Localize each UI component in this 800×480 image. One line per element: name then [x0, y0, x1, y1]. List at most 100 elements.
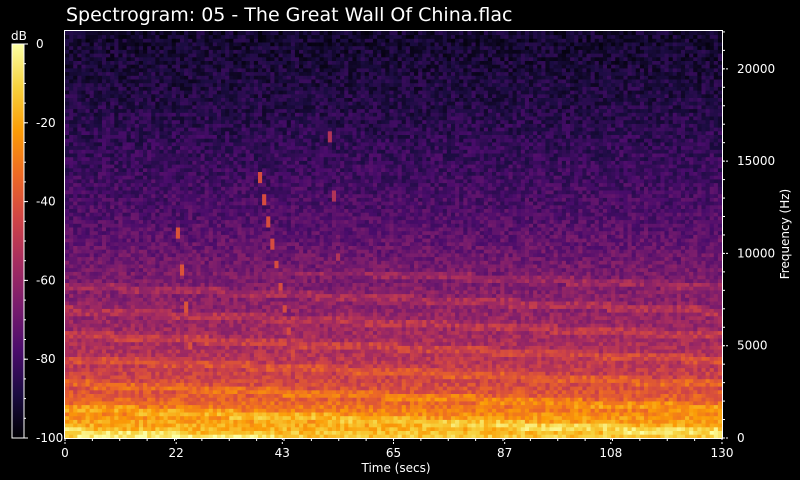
spectrogram-cell	[541, 393, 546, 398]
spectrogram-cell	[348, 327, 353, 332]
spectrogram-cell	[537, 386, 542, 391]
spectrogram-cell	[639, 389, 645, 394]
spectrogram-cell	[344, 434, 349, 439]
spectrogram-cell	[175, 408, 181, 413]
spectrogram-cell	[188, 389, 193, 394]
spectrogram-cell	[611, 345, 616, 350]
spectrogram-cell	[241, 389, 247, 394]
spectrogram-cell	[216, 434, 222, 439]
spectrogram-cell	[615, 360, 620, 365]
spectrogram-cell	[229, 330, 234, 335]
spectrogram-cell	[455, 423, 460, 428]
spectrogram-cell	[520, 419, 526, 424]
spectrogram-cell	[159, 393, 164, 398]
spectrogram-cell	[299, 375, 304, 380]
spectrogram-cell	[138, 330, 144, 335]
spectrogram-cell	[315, 349, 320, 354]
spectrogram-cell	[397, 401, 403, 406]
spectrogram-cell	[533, 426, 538, 431]
spectrogram-cell	[705, 341, 711, 346]
spectrogram-cell	[106, 404, 111, 409]
spectrogram-cell	[619, 415, 624, 420]
spectrogram-cell	[126, 419, 132, 424]
spectrogram-cell	[253, 360, 259, 365]
spectrogram-cell	[664, 401, 670, 406]
spectrogram-cell	[77, 341, 82, 346]
spectrogram-cell	[65, 323, 70, 328]
spectrogram-cell	[175, 434, 181, 439]
spectrogram-cell	[344, 412, 349, 417]
spectrogram-cell	[89, 426, 95, 431]
spectrogram-cell	[216, 397, 222, 402]
spectrogram-cell	[574, 375, 579, 380]
spectrogram-cell	[442, 397, 448, 402]
spectrogram-cell	[500, 419, 505, 424]
spectrogram-cell	[323, 323, 329, 328]
spectrogram-cell	[648, 430, 653, 435]
spectrogram-cell	[65, 334, 70, 339]
spectrogram-cell	[159, 319, 164, 324]
spectrogram-cell	[459, 423, 464, 428]
spectrogram-cell	[147, 393, 152, 398]
spectrogram-cell	[167, 415, 173, 420]
spectrogram-cell	[266, 404, 271, 409]
spectrogram-cell	[336, 386, 341, 391]
spectrogram-cell	[216, 382, 222, 387]
spectrogram-cell	[126, 349, 132, 354]
spectrogram-cell	[660, 360, 665, 365]
spectrogram-cell	[192, 338, 197, 343]
spectrogram-cell	[549, 323, 555, 328]
spectrogram-cell	[652, 352, 657, 357]
spectrogram-cell	[179, 393, 185, 398]
spectrogram-cell	[512, 323, 518, 328]
spectrogram-cell	[676, 345, 682, 350]
spectrogram-cell	[225, 404, 230, 409]
spectrogram-cell	[138, 352, 144, 357]
spectrogram-cell	[163, 341, 169, 346]
spectrogram-cell	[286, 415, 292, 420]
spectrogram-cell	[598, 393, 604, 398]
spectrogram-cell	[266, 415, 271, 420]
spectrogram-cell	[656, 389, 661, 394]
spectrogram-cell	[110, 371, 115, 376]
spectrogram-cell	[537, 412, 542, 417]
spectrogram-cell	[701, 434, 706, 439]
spectrogram-cell	[188, 386, 193, 391]
spectrogram-cell	[401, 367, 407, 372]
spectrogram-cell	[639, 378, 645, 383]
spectrogram-cell	[65, 319, 70, 324]
spectrogram-cell	[319, 419, 325, 424]
spectrogram-cell	[85, 330, 91, 335]
spectrogram-cell	[134, 371, 140, 376]
spectrogram-cell	[508, 423, 513, 428]
spectrogram-cell	[278, 360, 284, 365]
spectrogram-cell	[426, 323, 431, 328]
spectrogram-cell	[426, 341, 431, 346]
spectrogram-cell	[184, 408, 189, 413]
spectrogram-cell	[114, 430, 119, 435]
spectrogram-cell	[705, 364, 711, 369]
spectrogram-cell	[705, 426, 711, 431]
spectrogram-cell	[598, 371, 604, 376]
spectrogram-cell	[196, 415, 201, 420]
spectrogram-cell	[405, 430, 411, 435]
spectrogram-cell	[668, 434, 674, 439]
spectrogram-cell	[274, 430, 279, 435]
spectrogram-cell	[126, 356, 132, 361]
spectrogram-cell	[442, 389, 448, 394]
spectrogram-cell	[69, 430, 74, 435]
spectrogram-cell	[623, 371, 628, 376]
spectrogram-cell	[656, 426, 661, 431]
spectrogram-cell	[352, 419, 357, 424]
spectrogram-cell	[508, 334, 513, 339]
spectrogram-cell	[442, 382, 448, 387]
spectrogram-cell	[676, 434, 682, 439]
spectrogram-cell	[163, 434, 169, 439]
spectrogram-cell	[602, 349, 608, 354]
spectrogram-cell	[89, 352, 95, 357]
spectrogram-cell	[582, 349, 587, 354]
spectrogram-cell	[463, 334, 468, 339]
spectrogram-cell	[241, 378, 247, 383]
spectrogram-cell	[602, 364, 608, 369]
spectrogram-cell	[130, 423, 136, 428]
